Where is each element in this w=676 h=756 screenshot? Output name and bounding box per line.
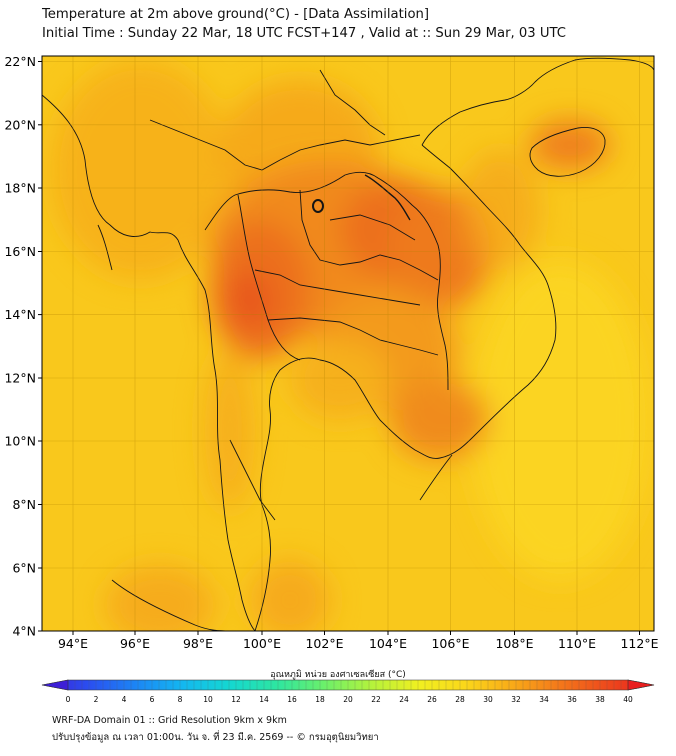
colorbar-tick-label: 14 [259, 695, 269, 704]
map-subtitle: Initial Time : Sunday 22 Mar, 18 UTC FCS… [42, 26, 567, 41]
lat-tick-label: 4°N [12, 624, 36, 639]
colorbar-tick-label: 34 [539, 695, 549, 704]
map-frame [41, 55, 655, 632]
footer-model-info: WRF-DA Domain 01 :: Grid Resolution 9km … [52, 715, 287, 726]
coastlines-and-borders [42, 57, 654, 631]
colorbar-tick-label: 10 [203, 695, 213, 704]
lat-tick-label: 6°N [12, 561, 36, 576]
colorbar-tick-label: 16 [287, 695, 297, 704]
temperature-field [42, 56, 654, 631]
colorbar-tick-label: 22 [371, 695, 381, 704]
footer-update-info: ปรับปรุงข้อมูล ณ เวลา 01:00น. วัน จ. ที่… [52, 732, 379, 743]
lon-tick-label: 106°E [431, 636, 469, 651]
lon-tick-label: 110°E [558, 636, 596, 651]
graticule [42, 56, 654, 631]
lat-tick-label: 22°N [4, 54, 36, 69]
lon-tick-label: 104°E [369, 636, 407, 651]
colorbar-tick-label: 26 [427, 695, 437, 704]
lat-tick-label: 16°N [4, 244, 36, 259]
lon-tick-label: 98°E [183, 636, 213, 651]
longitude-axis: 94°E 96°E 98°E 100°E 102°E 104°E 106°E 108°E 110… [58, 631, 659, 651]
map-title: Temperature at 2m above ground(°C) - [Da… [42, 7, 430, 22]
colorbar-tick-label: 38 [595, 695, 605, 704]
colorbar-tick-label: 0 [66, 695, 71, 704]
colorbar-tick-label: 8 [178, 695, 183, 704]
lat-tick-label: 12°N [4, 371, 36, 386]
colorbar-max-arrow [627, 679, 655, 691]
lat-tick-label: 18°N [4, 181, 36, 196]
colorbar-tick-label: 20 [343, 695, 353, 704]
colorbar-tick-label: 28 [455, 695, 465, 704]
lat-tick-label: 8°N [12, 497, 36, 512]
colorbar: 0 2 4 6 8 10 12 14 16 18 20 22 24 26 28 30 32 34 36 38 40 [41, 679, 655, 704]
lat-tick-label: 20°N [4, 117, 36, 132]
lon-tick-label: 112°E [620, 636, 658, 651]
colorbar-tick-label: 18 [315, 695, 325, 704]
lon-tick-label: 100°E [243, 636, 281, 651]
colorbar-tick-label: 4 [122, 695, 127, 704]
colorbar-tick-label: 12 [231, 695, 241, 704]
colorbar-label: อุณหภูมิ หน่วย องศาเซลเซียส (°C) [270, 670, 406, 680]
colorbar-tick-label: 6 [150, 695, 155, 704]
latitude-axis: 22°N 20°N 18°N 16°N 14°N 12°N 10°N 8°N 6°N 4°N [4, 54, 42, 639]
colorbar-tick-label: 40 [623, 695, 633, 704]
lat-tick-label: 10°N [4, 434, 36, 449]
colorbar-tick-label: 32 [511, 695, 521, 704]
lat-tick-label: 14°N [4, 307, 36, 322]
colorbar-tick-label: 30 [483, 695, 493, 704]
lon-tick-label: 94°E [58, 636, 88, 651]
colorbar-tick-label: 36 [567, 695, 577, 704]
colorbar-tick-label: 24 [399, 695, 409, 704]
lon-tick-label: 96°E [120, 636, 150, 651]
colorbar-tick-label: 2 [94, 695, 99, 704]
lon-tick-label: 108°E [495, 636, 533, 651]
lon-tick-label: 102°E [305, 636, 343, 651]
colorbar-min-arrow [41, 679, 69, 691]
